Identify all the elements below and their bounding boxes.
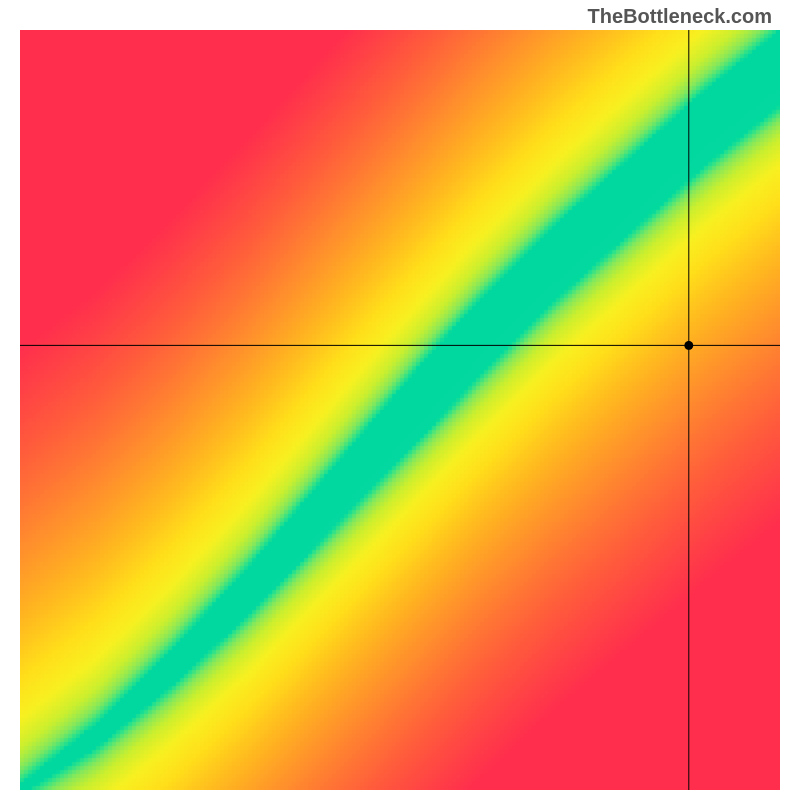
bottleneck-heatmap <box>20 30 780 790</box>
heatmap-canvas <box>20 30 780 790</box>
watermark-text: TheBottleneck.com <box>588 6 772 29</box>
